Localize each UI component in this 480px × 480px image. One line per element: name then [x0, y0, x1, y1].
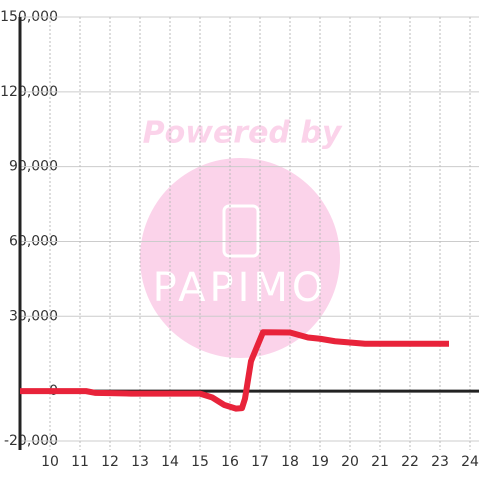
x-tick-label: 16 — [221, 454, 239, 470]
watermark: Powered by — [143, 116, 343, 151]
x-tick-label: 20 — [341, 454, 359, 470]
x-tick-label: 23 — [431, 454, 449, 470]
watermark-logo: PAPIMO — [153, 265, 328, 311]
x-tick-label: 14 — [161, 454, 179, 470]
x-tick-label: 11 — [71, 454, 89, 470]
watermark-circle — [140, 158, 340, 358]
x-tick-label: 24 — [461, 454, 479, 470]
x-tick-label: 10 — [41, 454, 59, 470]
data-line — [20, 329, 449, 412]
x-tick-label: 19 — [311, 454, 329, 470]
x-tick-label: 15 — [191, 454, 209, 470]
x-tick-label: 17 — [251, 454, 269, 470]
x-tick-label: 18 — [281, 454, 299, 470]
x-tick-label: 13 — [131, 454, 149, 470]
x-tick-label: 22 — [401, 454, 419, 470]
x-tick-label: 21 — [371, 454, 389, 470]
watermark-icon — [222, 204, 260, 258]
x-tick-label: 12 — [101, 454, 119, 470]
